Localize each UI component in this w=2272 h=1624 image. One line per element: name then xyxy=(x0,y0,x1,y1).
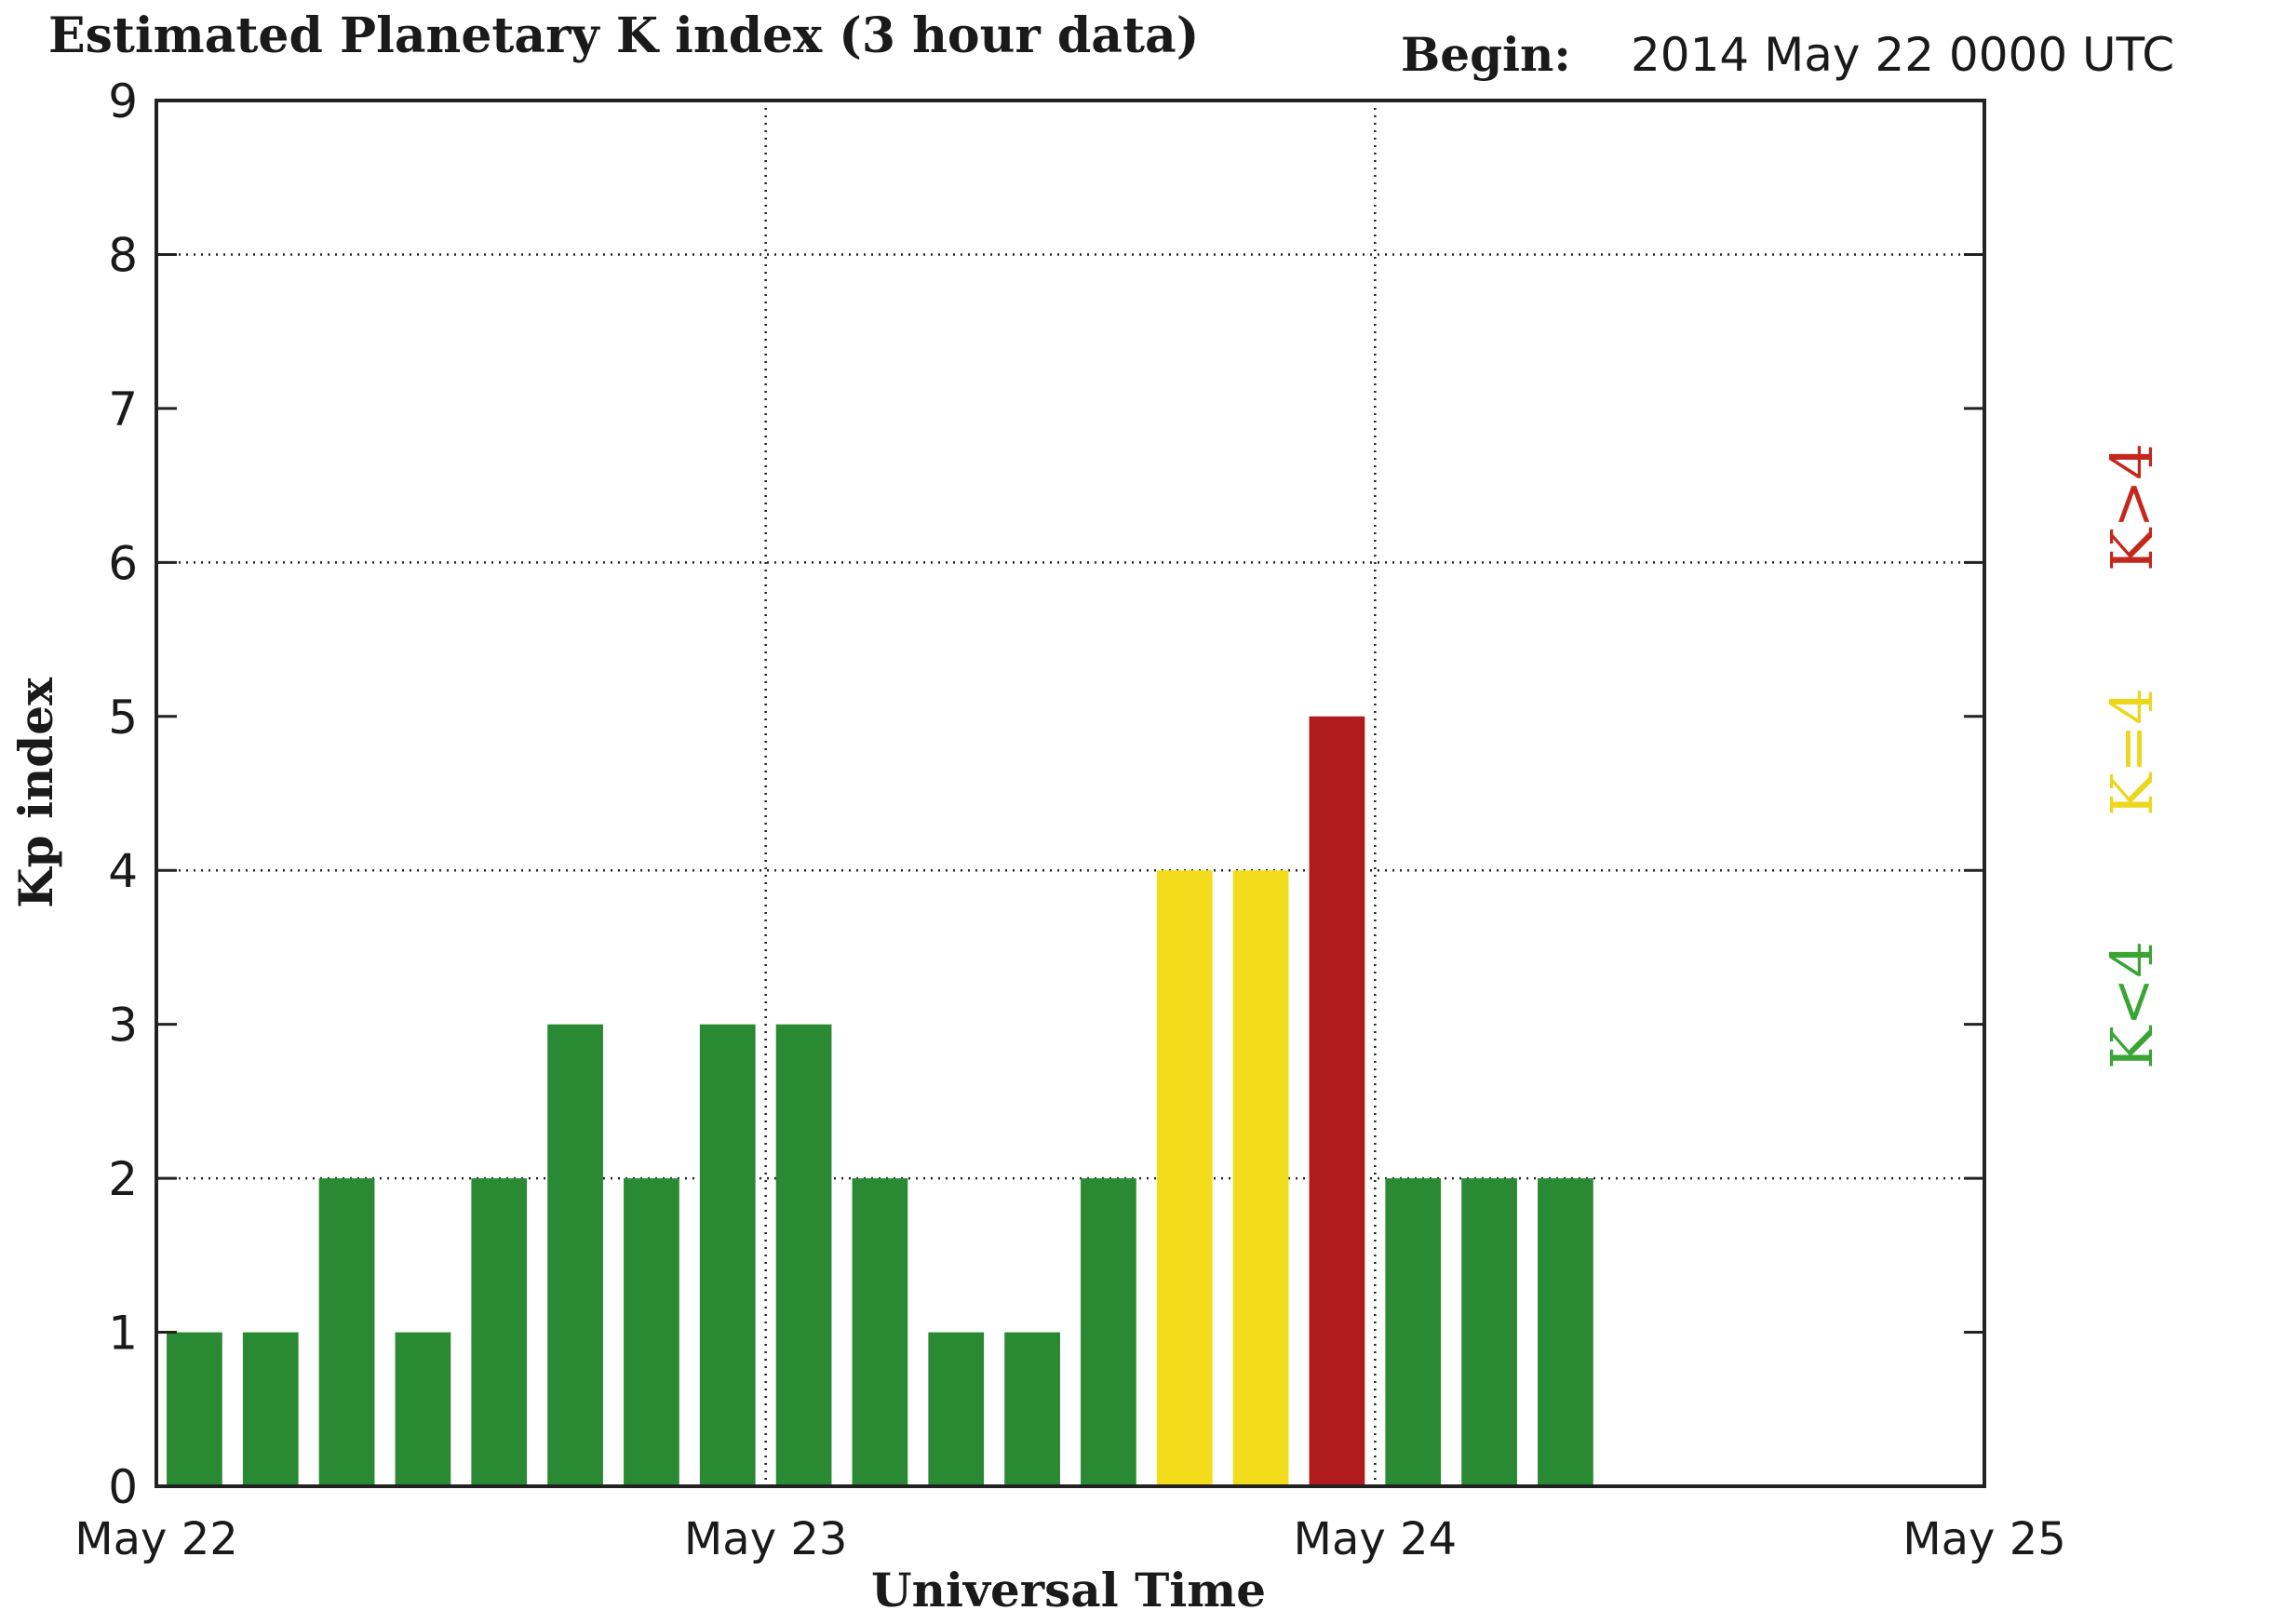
kp-bar xyxy=(547,1024,603,1486)
kp-bar xyxy=(167,1332,222,1486)
x-tick-labels: May 22 May 23 May 24 May 25 xyxy=(74,1513,2066,1565)
y-tick-label: 7 xyxy=(108,383,138,436)
bars xyxy=(167,716,1593,1486)
begin-label: Begin: xyxy=(1401,27,1571,82)
y-tick-label: 1 xyxy=(108,1307,138,1361)
x-tick-label: May 25 xyxy=(1902,1513,2066,1565)
kp-bar xyxy=(624,1178,679,1486)
kp-bar xyxy=(1232,870,1289,1486)
kp-bar xyxy=(242,1332,299,1486)
kp-bar xyxy=(1309,716,1365,1486)
kp-bar xyxy=(928,1332,985,1486)
kp-bar xyxy=(318,1178,375,1486)
legend-k-above-4: K>4 xyxy=(2098,443,2166,571)
chart-title: Estimated Planetary K index (3 hour data… xyxy=(48,7,1199,64)
kp-bar xyxy=(852,1178,908,1486)
y-axis-title: Kp index xyxy=(8,677,63,908)
legend-k-below-4: K<4 xyxy=(2098,941,2166,1069)
kp-bar xyxy=(699,1024,756,1486)
x-tick-label: May 24 xyxy=(1294,1513,1458,1565)
kp-bar xyxy=(395,1332,451,1486)
x-axis-title: Universal Time xyxy=(871,1563,1266,1617)
kp-bar xyxy=(1461,1178,1517,1486)
y-tick-label: 2 xyxy=(108,1152,138,1206)
kp-bar xyxy=(471,1178,528,1486)
axes xyxy=(155,99,1986,1488)
y-tick-label: 6 xyxy=(108,536,138,590)
legend-k-equal-4: K=4 xyxy=(2098,688,2166,816)
kp-bar xyxy=(1385,1178,1442,1486)
y-tick-label: 3 xyxy=(108,999,138,1053)
kp-bar xyxy=(1081,1178,1136,1486)
begin-value: 2014 May 22 0000 UTC xyxy=(1631,28,2174,82)
x-tick-label: May 22 xyxy=(74,1513,238,1565)
y-tick-label: 4 xyxy=(108,844,138,898)
y-tick-label: 0 xyxy=(108,1460,138,1514)
plot-frame xyxy=(155,99,1986,1488)
y-tick-label: 5 xyxy=(108,691,138,745)
kp-bar xyxy=(1156,870,1213,1486)
kp-bar xyxy=(1004,1332,1060,1486)
grid-lines xyxy=(156,101,1984,1486)
y-tick-labels: 0 1 2 3 4 5 6 7 8 9 xyxy=(108,74,138,1514)
x-tick-label: May 23 xyxy=(684,1513,848,1565)
kp-bar xyxy=(775,1024,832,1486)
y-tick-label: 9 xyxy=(108,74,138,128)
kp-bar xyxy=(1538,1178,1593,1486)
y-tick-label: 8 xyxy=(108,228,138,282)
